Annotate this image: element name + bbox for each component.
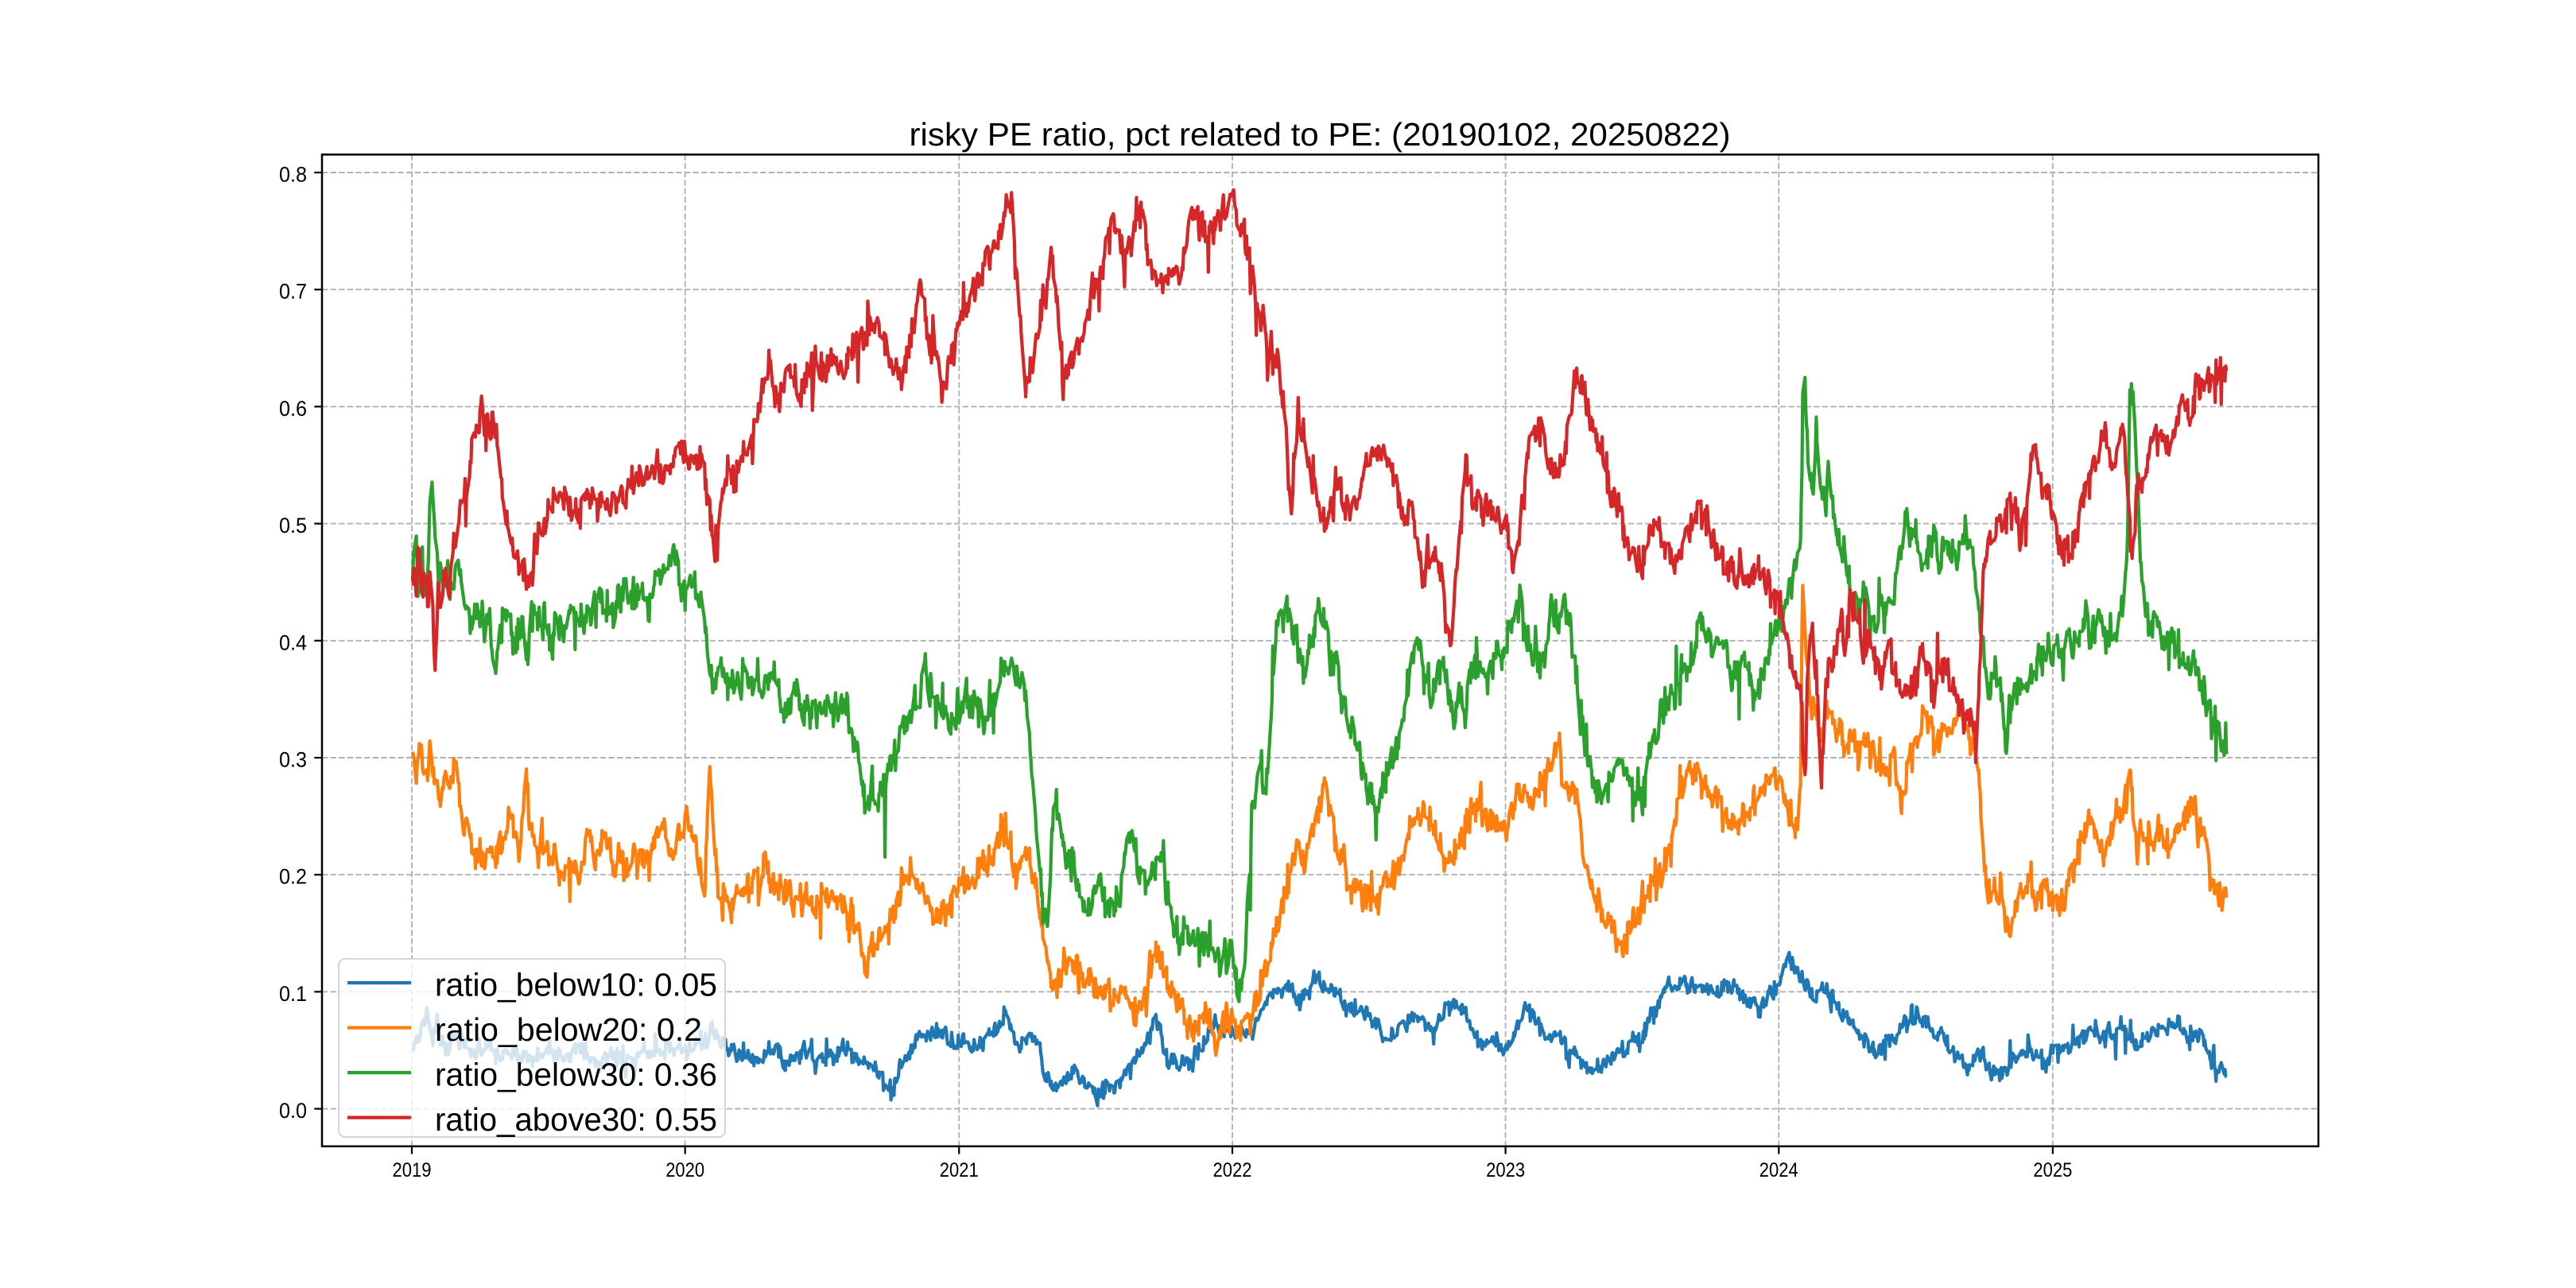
svg-text:risky PE ratio, pct related to: risky PE ratio, pct related to PE: (2019… — [910, 116, 1731, 153]
svg-text:0.6: 0.6 — [279, 397, 307, 421]
svg-text:2021: 2021 — [940, 1159, 979, 1181]
svg-text:0.5: 0.5 — [279, 514, 307, 537]
svg-text:ratio_below20: 0.2: ratio_below20: 0.2 — [435, 1011, 702, 1048]
svg-text:0.4: 0.4 — [279, 630, 307, 654]
svg-text:ratio_below10: 0.05: ratio_below10: 0.05 — [435, 967, 717, 1003]
svg-text:0.3: 0.3 — [279, 748, 307, 772]
svg-text:0.1: 0.1 — [279, 982, 307, 1006]
svg-text:2022: 2022 — [1213, 1159, 1252, 1181]
svg-text:0.0: 0.0 — [279, 1099, 307, 1123]
svg-text:0.2: 0.2 — [279, 865, 307, 889]
svg-text:0.8: 0.8 — [279, 163, 307, 187]
svg-text:0.7: 0.7 — [279, 280, 307, 304]
svg-text:2019: 2019 — [393, 1159, 432, 1181]
svg-text:2020: 2020 — [665, 1159, 704, 1181]
svg-text:ratio_below30: 0.36: ratio_below30: 0.36 — [435, 1057, 717, 1093]
svg-text:2025: 2025 — [2033, 1159, 2072, 1181]
svg-text:2024: 2024 — [1759, 1159, 1798, 1181]
svg-text:2023: 2023 — [1486, 1159, 1525, 1181]
svg-text:ratio_above30: 0.55: ratio_above30: 0.55 — [435, 1101, 717, 1138]
